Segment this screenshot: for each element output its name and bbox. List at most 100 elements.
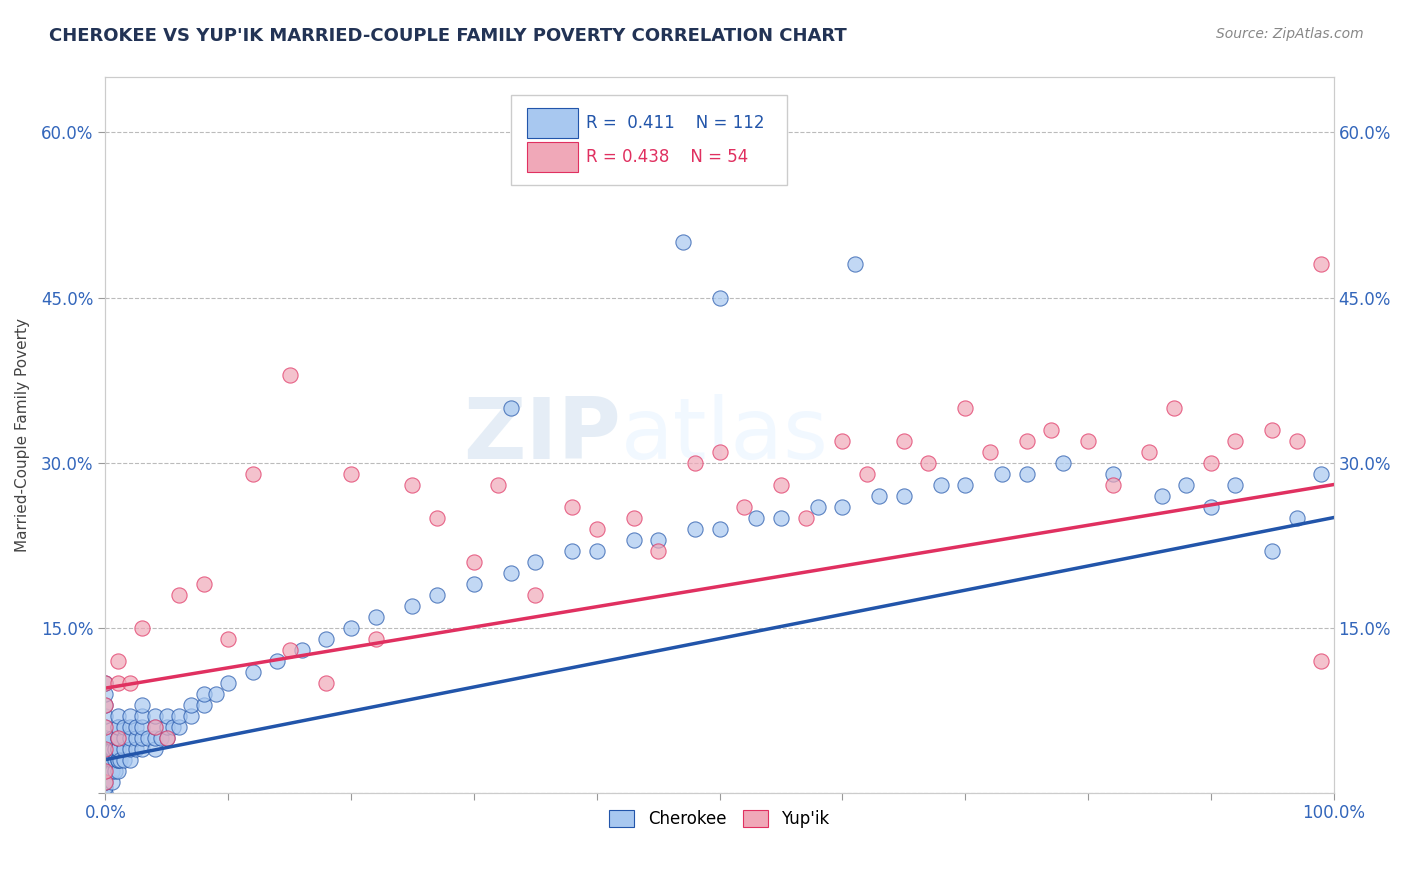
Point <box>131 621 153 635</box>
Point <box>104 764 127 778</box>
Point <box>1150 489 1173 503</box>
Point <box>623 533 645 547</box>
Point <box>107 708 129 723</box>
Point <box>745 510 768 524</box>
Point <box>107 753 129 767</box>
Point <box>672 235 695 250</box>
Point <box>499 566 522 580</box>
Point <box>463 555 485 569</box>
Point <box>94 764 117 778</box>
Point <box>138 731 160 745</box>
Point <box>94 786 117 800</box>
Point <box>1225 434 1247 448</box>
Point <box>94 675 117 690</box>
Point <box>94 741 117 756</box>
Point <box>94 708 117 723</box>
Point <box>107 731 129 745</box>
Point <box>426 588 449 602</box>
Point <box>929 477 952 491</box>
Point <box>953 401 976 415</box>
Point <box>193 576 215 591</box>
Point <box>94 753 117 767</box>
Point <box>156 731 179 745</box>
Point <box>1015 467 1038 481</box>
Point <box>143 741 166 756</box>
Point <box>104 753 127 767</box>
Point <box>156 720 179 734</box>
Point <box>107 741 129 756</box>
Point <box>193 698 215 712</box>
Point <box>340 467 363 481</box>
Point <box>524 588 547 602</box>
Point <box>807 500 830 514</box>
Legend: Cherokee, Yup'ik: Cherokee, Yup'ik <box>603 803 837 834</box>
Point <box>162 720 184 734</box>
Point <box>340 621 363 635</box>
Point <box>107 753 129 767</box>
Point <box>893 434 915 448</box>
Point <box>1310 654 1333 668</box>
Point <box>131 731 153 745</box>
Point <box>1015 434 1038 448</box>
Point <box>524 555 547 569</box>
Point <box>118 675 141 690</box>
Point <box>108 753 131 767</box>
Point <box>112 720 135 734</box>
Point <box>917 456 939 470</box>
Point <box>844 258 866 272</box>
Point <box>1101 467 1123 481</box>
Point <box>94 741 117 756</box>
Point <box>991 467 1014 481</box>
Point <box>107 764 129 778</box>
Point <box>647 533 669 547</box>
Point <box>143 731 166 745</box>
Point <box>1199 500 1222 514</box>
Point <box>94 741 117 756</box>
Point <box>193 687 215 701</box>
Point <box>125 731 148 745</box>
Point <box>856 467 879 481</box>
Point <box>94 774 117 789</box>
Point <box>131 708 153 723</box>
Point <box>107 731 129 745</box>
Point <box>1077 434 1099 448</box>
Point <box>1261 423 1284 437</box>
Point <box>1163 401 1185 415</box>
Point <box>143 720 166 734</box>
Point <box>242 467 264 481</box>
Point <box>1175 477 1198 491</box>
FancyBboxPatch shape <box>527 108 578 138</box>
Point <box>112 741 135 756</box>
Point <box>94 731 117 745</box>
Point <box>364 632 387 646</box>
Point <box>868 489 890 503</box>
Point <box>112 753 135 767</box>
Point <box>315 675 337 690</box>
Point <box>278 368 301 382</box>
Point <box>94 687 117 701</box>
Point <box>107 720 129 734</box>
Point <box>769 510 792 524</box>
Point <box>623 510 645 524</box>
Text: Source: ZipAtlas.com: Source: ZipAtlas.com <box>1216 27 1364 41</box>
Point <box>709 291 731 305</box>
Point <box>112 731 135 745</box>
Point <box>94 720 117 734</box>
Point <box>156 731 179 745</box>
Point <box>683 456 706 470</box>
Point <box>125 720 148 734</box>
Point <box>647 543 669 558</box>
Point <box>499 401 522 415</box>
Point <box>107 720 129 734</box>
Text: atlas: atlas <box>621 393 830 476</box>
Point <box>831 500 853 514</box>
Point <box>709 522 731 536</box>
Point <box>205 687 228 701</box>
Point <box>217 632 239 646</box>
Point <box>733 500 755 514</box>
Point <box>167 720 190 734</box>
Point <box>94 764 117 778</box>
Point <box>94 720 117 734</box>
Point <box>94 731 117 745</box>
Point <box>100 731 122 745</box>
